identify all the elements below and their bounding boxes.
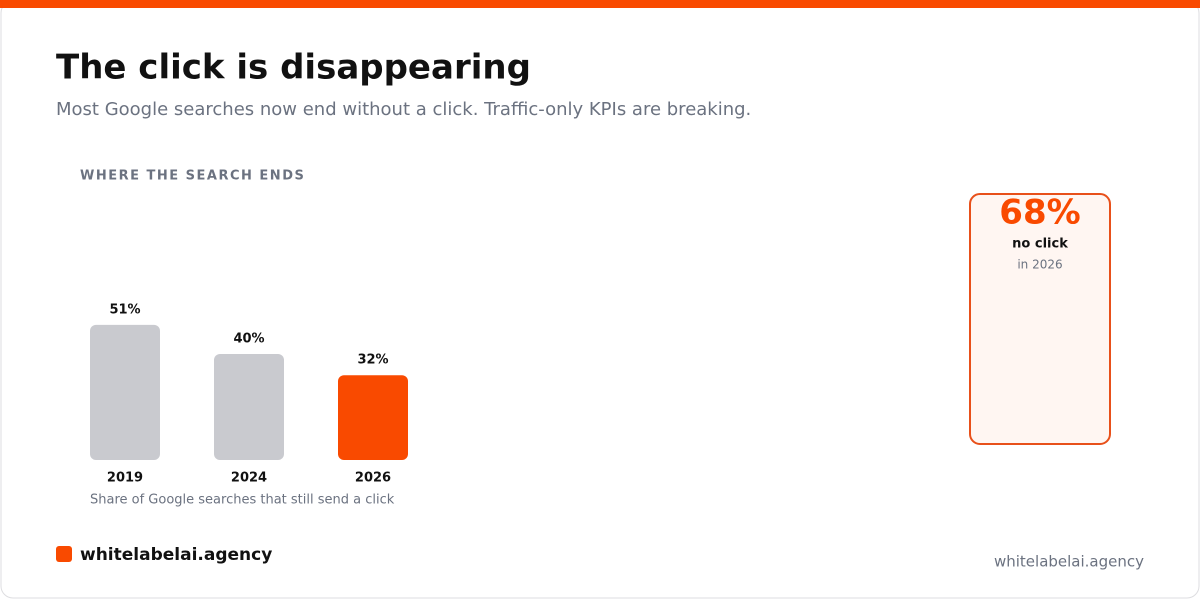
x-tick-label: 2024 — [231, 471, 267, 486]
callout-box — [969, 193, 1111, 445]
bar — [90, 324, 160, 460]
callout-label: no click — [1012, 237, 1068, 252]
title: The click is disappearing — [56, 48, 531, 88]
callout-note: in 2026 — [1017, 258, 1062, 272]
bar — [338, 375, 408, 460]
chart-title: WHERE THE SEARCH ENDS — [80, 169, 305, 184]
value-label: 32% — [357, 353, 388, 368]
top-bar — [0, 0, 1200, 8]
value-label: 40% — [233, 332, 264, 347]
x-tick-label: 2019 — [107, 471, 143, 486]
chart-caption: Share of Google searches that still send… — [90, 493, 395, 508]
brand-icon — [56, 546, 72, 562]
value-label: 51% — [109, 302, 140, 317]
x-tick-label: 2026 — [355, 471, 391, 486]
bar — [214, 354, 284, 460]
footer-url: whitelabelai.agency — [994, 553, 1144, 571]
brand: whitelabelai.agency — [80, 545, 272, 565]
subtitle: Most Google searches now end without a c… — [56, 99, 751, 120]
callout-headline: 68% — [999, 193, 1080, 233]
